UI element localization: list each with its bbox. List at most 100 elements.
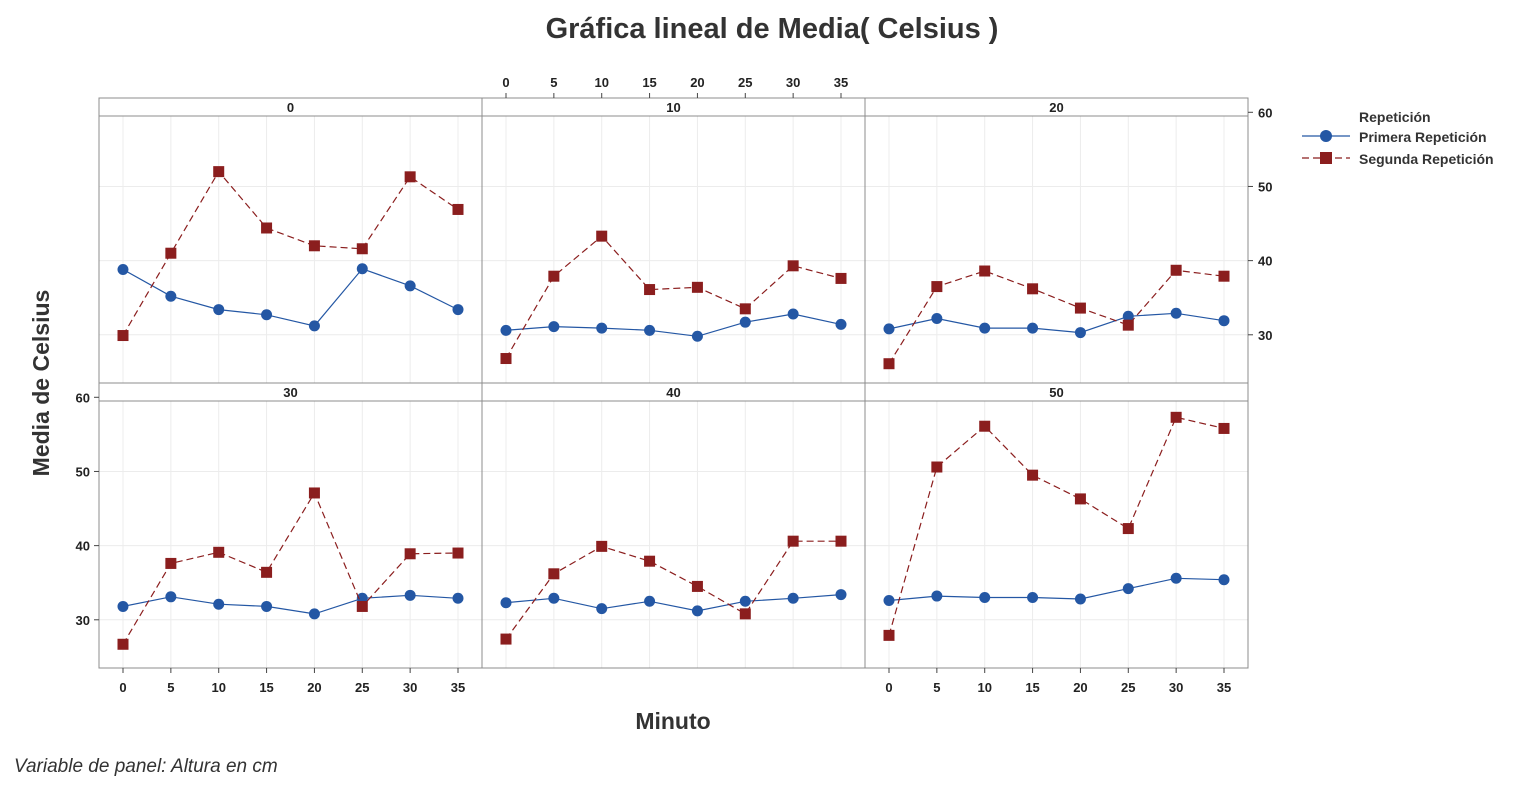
data-point-segunda — [1170, 264, 1182, 276]
panel-frame — [864, 400, 1249, 669]
series-line-segunda — [505, 540, 841, 640]
panel-strip-label: 40 — [666, 385, 680, 400]
data-point-segunda — [691, 281, 703, 293]
panel-0: 0 — [98, 97, 483, 384]
x-tick-label: 0 — [885, 680, 892, 695]
y-axis-right: 30 40 50 60 — [1248, 105, 1272, 343]
data-point-segunda — [883, 358, 895, 370]
data-point-segunda — [739, 608, 751, 620]
data-point-primera — [979, 322, 991, 334]
panel-strip-label: 50 — [1049, 385, 1063, 400]
legend: Repetición Primera Repetición Segunda Re… — [1302, 109, 1494, 167]
x-tick-label: 30 — [403, 680, 417, 695]
series-line-primera — [122, 594, 459, 615]
data-point-segunda — [691, 580, 703, 592]
y-tick-label: 60 — [76, 390, 90, 405]
data-point-segunda — [931, 281, 943, 293]
x-tick-label: 35 — [451, 680, 465, 695]
x-tick-label: 15 — [259, 680, 273, 695]
x-tick-label: 0 — [502, 75, 509, 90]
data-point-primera — [261, 309, 273, 321]
data-point-primera — [979, 592, 991, 604]
y-tick-label: 60 — [1258, 105, 1272, 120]
x-tick-label: 10 — [211, 680, 225, 695]
series-line-primera — [122, 268, 459, 327]
x-tick-label: 20 — [690, 75, 704, 90]
data-point-primera — [596, 603, 608, 615]
data-point-primera — [1027, 592, 1039, 604]
panel-strip-label: 20 — [1049, 100, 1063, 115]
data-point-primera — [691, 605, 703, 617]
series-line-primera — [505, 313, 842, 337]
panel-background — [99, 116, 482, 383]
x-tick-label: 5 — [550, 75, 557, 90]
x-tick-label: 5 — [167, 680, 174, 695]
data-point-segunda — [644, 284, 656, 296]
data-point-segunda — [308, 487, 320, 499]
panel-strip-label: 30 — [283, 385, 297, 400]
data-point-primera — [548, 592, 560, 604]
legend-marker-primera — [1320, 130, 1332, 142]
data-point-primera — [1122, 583, 1134, 595]
x-tick-label: 35 — [1217, 680, 1231, 695]
series-line-segunda — [122, 170, 459, 336]
data-point-primera — [500, 324, 512, 336]
data-point-segunda — [404, 171, 416, 183]
data-point-segunda — [356, 600, 368, 612]
legend-marker-segunda — [1320, 152, 1332, 164]
data-point-primera — [213, 598, 225, 610]
data-point-primera — [356, 263, 368, 275]
data-point-segunda — [979, 420, 991, 432]
data-point-primera — [787, 592, 799, 604]
data-point-primera — [739, 595, 751, 607]
data-point-primera — [931, 312, 943, 324]
x-tick-label: 20 — [1073, 680, 1087, 695]
data-point-primera — [117, 600, 129, 612]
data-point-primera — [500, 597, 512, 609]
data-point-primera — [548, 321, 560, 333]
data-point-segunda — [356, 243, 368, 255]
panel-10: 10 — [481, 97, 866, 384]
data-point-primera — [1218, 574, 1230, 586]
data-point-segunda — [213, 166, 225, 178]
data-point-primera — [452, 592, 464, 604]
panel-background — [482, 116, 865, 383]
series-line-segunda — [505, 235, 842, 359]
panel-strip-label: 0 — [287, 100, 294, 115]
data-point-segunda — [261, 222, 273, 234]
series-line-segunda — [888, 416, 1225, 636]
panel-variable-note: Variable de panel: Altura en cm — [14, 756, 278, 777]
panel-40: 40 — [481, 382, 866, 669]
data-point-segunda — [931, 461, 943, 473]
axes-layer: 0 5 10 15 20 25 30 35 0 5 10 15 20 25 30 35 0 5 10 15 20 25 30… — [76, 75, 1273, 695]
chart-title: Gráfica lineal de Media( Celsius ) — [546, 13, 999, 45]
data-point-segunda — [165, 247, 177, 259]
data-point-primera — [1218, 315, 1230, 327]
y-tick-label: 50 — [1258, 179, 1272, 194]
x-tick-label: 25 — [1121, 680, 1135, 695]
data-point-segunda — [261, 566, 273, 578]
data-point-segunda — [500, 353, 512, 365]
y-tick-label: 40 — [76, 539, 90, 554]
data-point-primera — [1170, 307, 1182, 319]
x-tick-label: 15 — [642, 75, 656, 90]
data-point-primera — [404, 589, 416, 601]
y-tick-label: 30 — [76, 613, 90, 628]
panel-background — [865, 401, 1248, 668]
legend-entry-segunda: Segunda Repetición — [1359, 151, 1494, 167]
data-point-segunda — [1122, 523, 1134, 535]
panel-background — [99, 401, 482, 668]
data-point-segunda — [787, 260, 799, 272]
x-tick-label: 25 — [355, 680, 369, 695]
x-tick-label: 25 — [738, 75, 752, 90]
series-line-primera — [888, 312, 1225, 334]
data-point-primera — [117, 264, 129, 276]
data-point-segunda — [1122, 319, 1134, 331]
x-tick-label: 35 — [834, 75, 848, 90]
data-point-primera — [452, 304, 464, 316]
x-tick-label: 10 — [977, 680, 991, 695]
panel-30: 30 — [98, 382, 483, 669]
data-point-segunda — [213, 546, 225, 558]
series-line-segunda — [122, 491, 459, 645]
data-point-segunda — [835, 535, 847, 547]
